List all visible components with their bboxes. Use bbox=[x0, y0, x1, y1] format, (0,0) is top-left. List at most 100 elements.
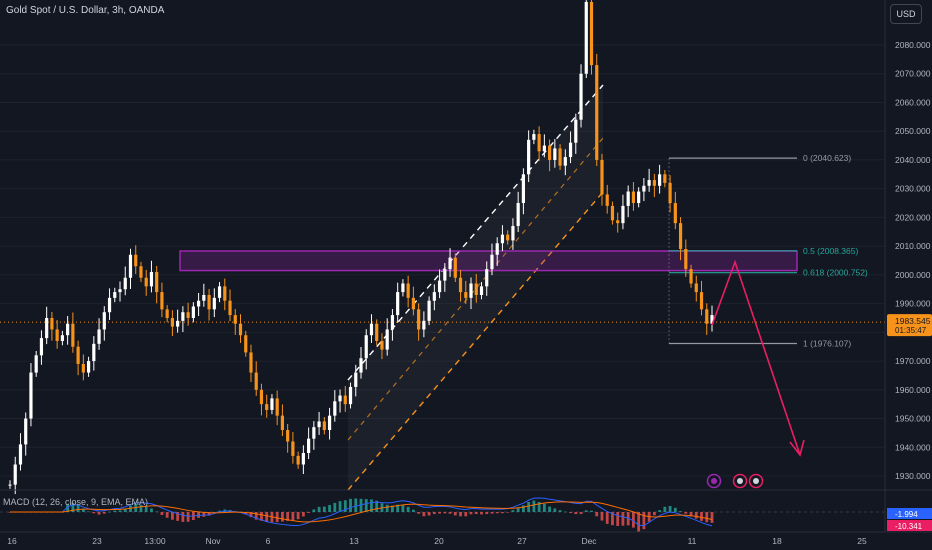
currency-button[interactable]: USD bbox=[890, 4, 922, 24]
projection-path bbox=[711, 259, 801, 456]
candle-body bbox=[616, 220, 620, 224]
macd-histogram-bar bbox=[102, 512, 106, 514]
macd-histogram-bar bbox=[558, 510, 562, 512]
candle-body bbox=[390, 315, 395, 330]
current-price-tag bbox=[887, 314, 932, 337]
macd-histogram-bar bbox=[464, 512, 468, 517]
macd-histogram-bar bbox=[364, 499, 368, 512]
macd-histogram-bar bbox=[522, 505, 525, 512]
macd-histogram-bar bbox=[92, 512, 96, 514]
price-tick-label: 2020.000 bbox=[895, 212, 931, 222]
candle-body bbox=[76, 346, 80, 364]
candle-body bbox=[223, 286, 227, 301]
candle-body bbox=[149, 271, 154, 287]
candle-body bbox=[642, 185, 646, 192]
candle-body bbox=[86, 361, 91, 373]
candle-body bbox=[128, 254, 133, 278]
price-tick-label: 1950.000 bbox=[895, 414, 931, 424]
candle-body bbox=[139, 266, 143, 278]
candle-body bbox=[668, 182, 672, 204]
fib-label: 1 (1976.107) bbox=[803, 339, 851, 349]
time-tick-label: 27 bbox=[517, 536, 527, 546]
macd-histogram-bar bbox=[401, 504, 405, 512]
macd-histogram-bar bbox=[391, 505, 394, 512]
candle-body bbox=[663, 174, 667, 183]
candle-body bbox=[8, 484, 12, 486]
macd-histogram-bar bbox=[537, 502, 541, 512]
candle-body bbox=[202, 294, 206, 301]
macd-histogram-bar bbox=[254, 512, 258, 520]
macd-value-text: -1.994 bbox=[895, 510, 918, 519]
macd-histogram-bar bbox=[176, 512, 180, 521]
macd-histogram-bar bbox=[652, 512, 656, 516]
macd-histogram-bar bbox=[322, 506, 326, 512]
macd-histogram-bar bbox=[71, 502, 75, 512]
candle-body bbox=[327, 415, 332, 431]
macd-histogram-bar bbox=[370, 499, 373, 512]
candle-body bbox=[102, 312, 106, 330]
candle-body bbox=[584, 1, 588, 74]
macd-histogram-bar bbox=[328, 505, 331, 512]
candle-body bbox=[160, 292, 164, 310]
macd-histogram-bar bbox=[574, 512, 578, 515]
candle-body bbox=[684, 249, 688, 270]
macd-histogram-bar bbox=[626, 512, 630, 526]
time-tick-label: 25 bbox=[857, 536, 867, 546]
macd-histogram-bar bbox=[495, 512, 499, 514]
macd-histogram-bar bbox=[97, 512, 101, 515]
candle-body bbox=[343, 395, 347, 405]
candle-body bbox=[448, 257, 452, 270]
candle-body bbox=[107, 297, 112, 313]
macd-histogram-bar bbox=[396, 504, 400, 512]
macd-histogram-bar bbox=[590, 510, 593, 512]
candle-body bbox=[553, 148, 557, 160]
candle-body bbox=[464, 292, 468, 298]
candle-body bbox=[380, 340, 384, 350]
macd-histogram-bar bbox=[668, 506, 672, 512]
macd-histogram-bar bbox=[165, 512, 169, 518]
macd-histogram-bar bbox=[490, 512, 494, 514]
macd-histogram-bar bbox=[333, 502, 337, 512]
macd-histogram-bar bbox=[584, 510, 588, 512]
macd-histogram-bar bbox=[286, 512, 290, 521]
macd-histogram-bar bbox=[317, 506, 321, 512]
candle-body bbox=[196, 300, 201, 307]
time-tick-label: 16 bbox=[7, 536, 17, 546]
macd-histogram-bar bbox=[113, 510, 117, 512]
price-tick-label: 1930.000 bbox=[895, 471, 931, 481]
time-tick-label: 6 bbox=[266, 536, 271, 546]
macd-histogram-bar bbox=[181, 512, 185, 522]
macd-histogram-bar bbox=[459, 512, 462, 517]
candle-body bbox=[286, 430, 290, 442]
macd-histogram-bar bbox=[275, 512, 279, 523]
candle-body bbox=[406, 283, 410, 298]
macd-histogram-bar bbox=[595, 512, 599, 517]
time-tick-label: Nov bbox=[205, 536, 221, 546]
macd-histogram-bar bbox=[663, 506, 667, 512]
macd-histogram-bar bbox=[385, 504, 389, 512]
macd-histogram-bar bbox=[296, 512, 300, 520]
price-tick-label: 2030.000 bbox=[895, 184, 931, 194]
candle-body bbox=[312, 427, 316, 439]
candle-body bbox=[579, 73, 583, 120]
candle-body bbox=[244, 335, 248, 353]
candle-body bbox=[296, 455, 300, 465]
candle-body bbox=[500, 234, 505, 244]
price-tick-label: 1960.000 bbox=[895, 385, 931, 395]
macd-histogram-bar bbox=[87, 511, 90, 513]
candle-body bbox=[280, 415, 285, 431]
candle-body bbox=[600, 159, 604, 195]
fib-label: 0.5 (2008.365) bbox=[803, 246, 858, 256]
candle-body bbox=[186, 312, 190, 318]
candle-body bbox=[631, 191, 636, 204]
signal-value-text: -10.341 bbox=[895, 522, 923, 531]
macd-histogram-bar bbox=[343, 500, 347, 512]
candle-body bbox=[13, 464, 17, 485]
candle-body bbox=[453, 257, 457, 278]
macd-histogram-bar bbox=[312, 509, 316, 512]
candle-body bbox=[55, 329, 59, 341]
macd-histogram-bar bbox=[600, 512, 604, 521]
candle-body bbox=[81, 363, 85, 373]
candle-body bbox=[589, 1, 594, 66]
